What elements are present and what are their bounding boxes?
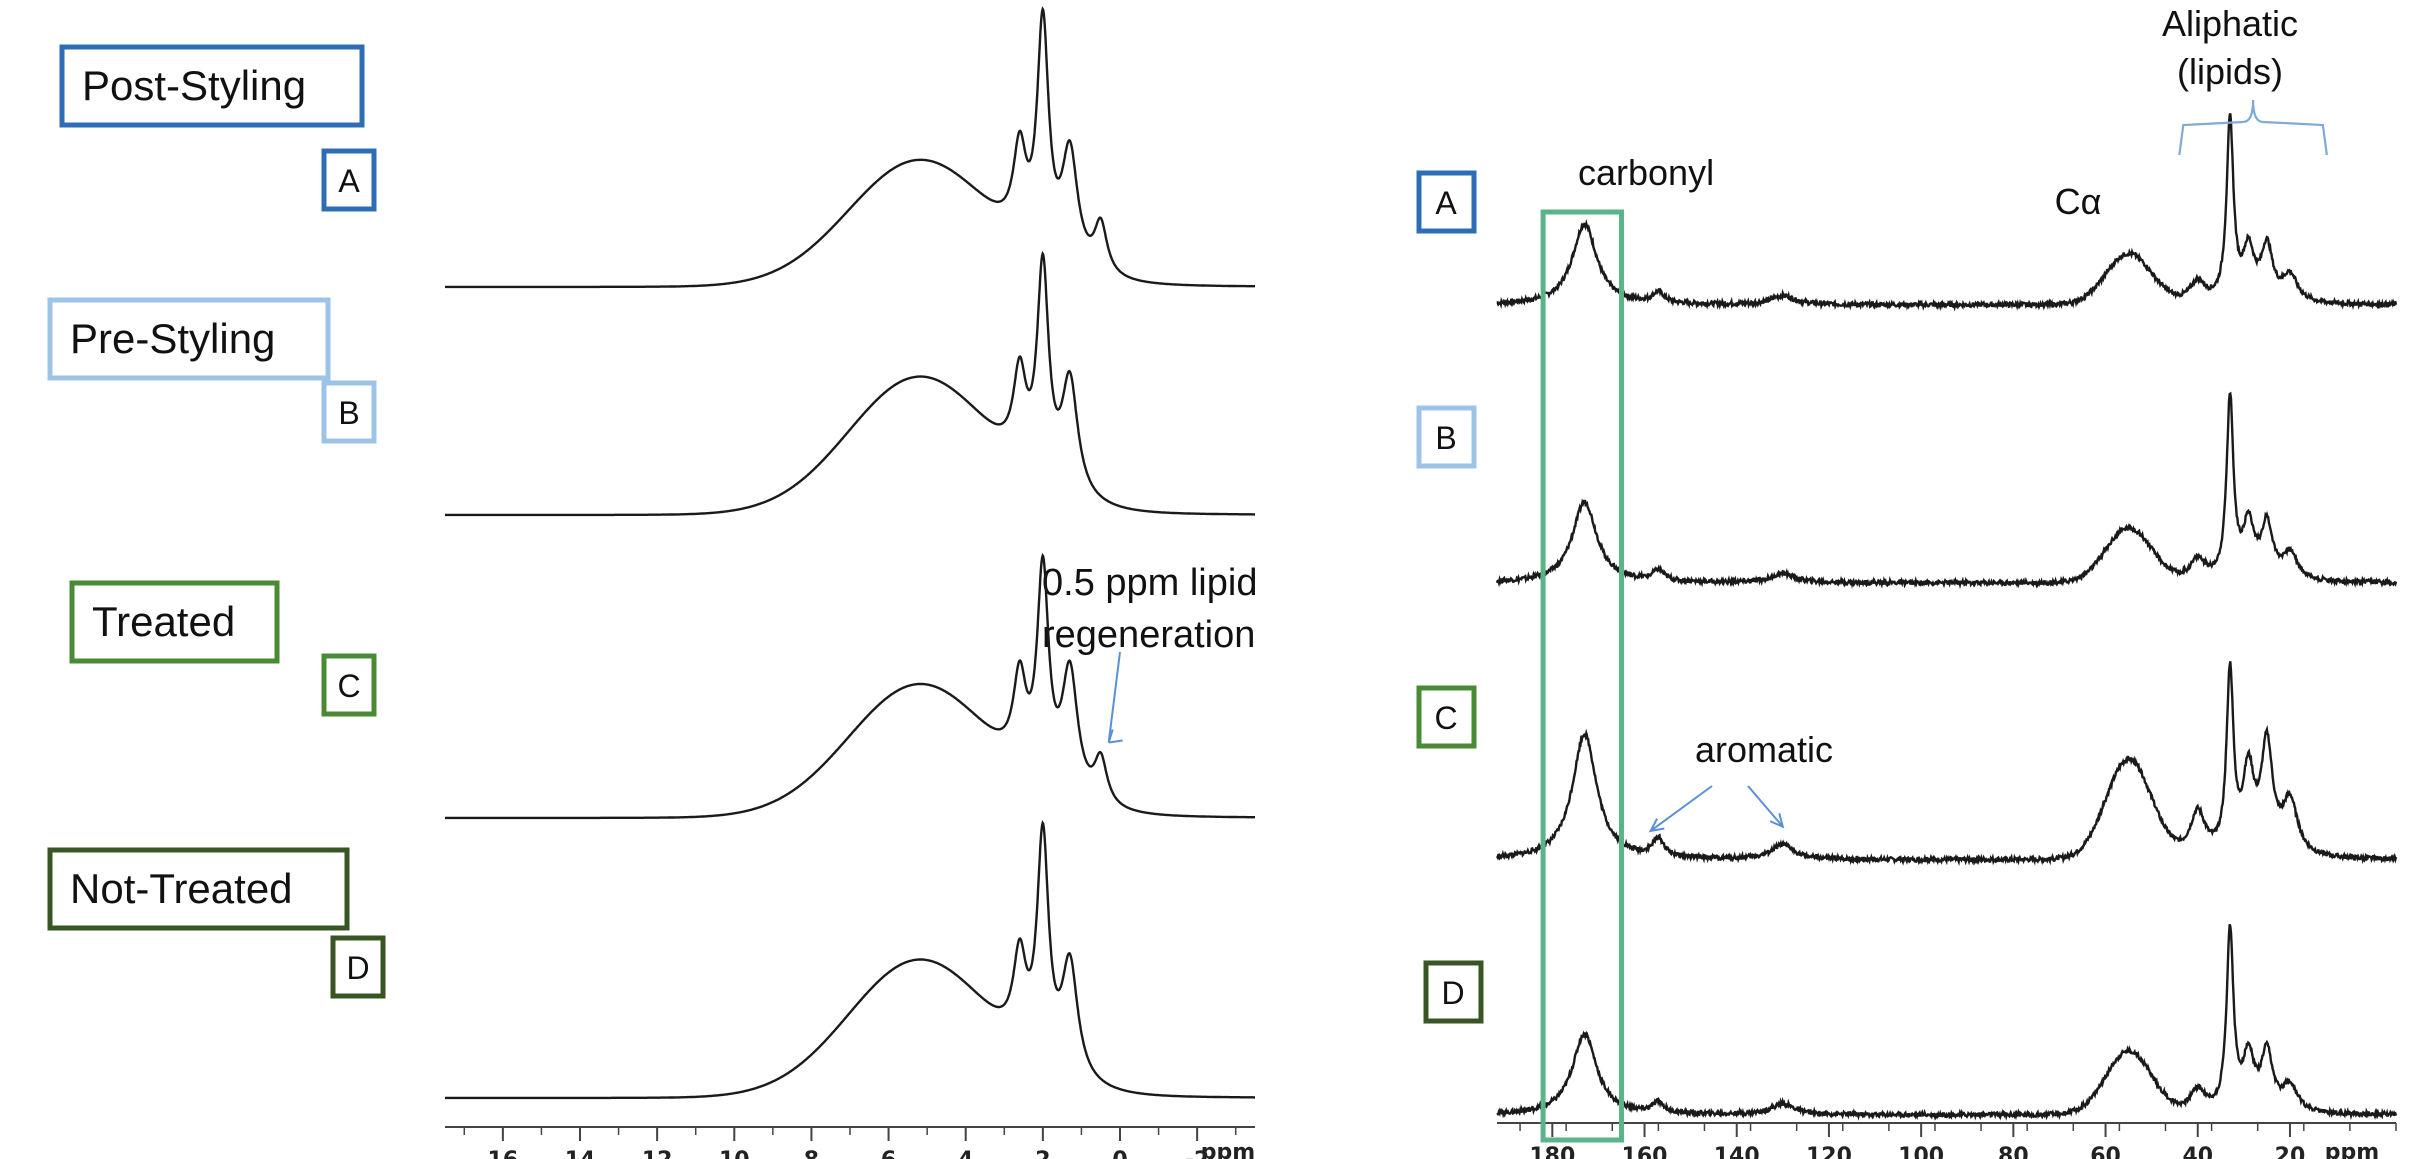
region-label-carbonyl: carbonyl bbox=[1578, 152, 1714, 193]
region-label-aliphatic-line2: (lipids) bbox=[2177, 51, 2283, 92]
x-tick-label-13c: 160 bbox=[1622, 1144, 1668, 1159]
letter-c-right: C bbox=[1434, 700, 1457, 736]
x-tick-label-1h: 12 bbox=[642, 1148, 673, 1159]
letter-box-c-left bbox=[321, 653, 377, 717]
spectrum-trace-1h-d bbox=[445, 820, 1255, 1100]
x-axis-label-left: ppm bbox=[1201, 1140, 1255, 1159]
x-tick-label-1h: 0 bbox=[1112, 1148, 1127, 1159]
legend-box-d bbox=[47, 847, 350, 931]
x-tick-label-13c: 40 bbox=[2182, 1144, 2213, 1159]
letter-d-right: D bbox=[1441, 975, 1464, 1011]
letter-b-left: B bbox=[338, 395, 359, 431]
spectrum-panel-13c: 180 160 140 120 100 80 60 40 20 bbox=[1495, 99, 2398, 1159]
spectrum-panel-1h: 16 14 12 10 8 6 4 2 0 -2 bbox=[445, 6, 1255, 1159]
arrowhead-icon bbox=[1769, 812, 1785, 829]
x-tick-label-13c: 60 bbox=[2090, 1144, 2121, 1159]
x-tick-label-13c: 100 bbox=[1898, 1144, 1944, 1159]
region-label-calpha: Cα bbox=[2055, 181, 2102, 222]
spectrum-trace-1h-a bbox=[445, 6, 1255, 289]
letter-box-a-left bbox=[321, 148, 377, 212]
arrowhead-icon bbox=[1107, 729, 1123, 744]
x-tick-label-1h: 16 bbox=[488, 1148, 519, 1159]
letter-c-left: C bbox=[337, 668, 360, 704]
x-tick-label-1h: -2 bbox=[1185, 1148, 1209, 1159]
region-label-aliphatic-line1: Aliphatic bbox=[2162, 3, 2298, 44]
letter-box-d-left bbox=[330, 935, 386, 999]
arrowhead-icon bbox=[1648, 818, 1665, 833]
spectrum-trace-1h-b bbox=[445, 250, 1255, 517]
legend-post-styling: Post-Styling A bbox=[59, 44, 377, 212]
letter-a-right: A bbox=[1435, 185, 1457, 221]
x-tick-label-13c: 140 bbox=[1714, 1144, 1760, 1159]
letter-box-b-right bbox=[1416, 405, 1477, 469]
legend-label-c: Treated bbox=[92, 598, 235, 645]
legend-pre-styling: Pre-Styling B bbox=[47, 297, 377, 444]
legend-label-b: Pre-Styling bbox=[70, 315, 275, 362]
x-tick-label-13c: 20 bbox=[2275, 1144, 2306, 1159]
x-tick-label-1h: 2 bbox=[1035, 1148, 1050, 1159]
x-tick-label-13c: 180 bbox=[1529, 1144, 1575, 1159]
legend-not-treated: Not-Treated D bbox=[47, 847, 386, 999]
legend-label-d: Not-Treated bbox=[70, 865, 293, 912]
x-tick-label-1h: 10 bbox=[719, 1148, 750, 1159]
region-label-aromatic: aromatic bbox=[1695, 729, 1833, 770]
spectrum-trace-13c-a bbox=[1496, 113, 2398, 312]
letter-box-b-left bbox=[321, 380, 377, 444]
annotation-arrow-lipid bbox=[1107, 651, 1121, 743]
letter-a-left: A bbox=[338, 163, 360, 199]
aromatic-arrow bbox=[1649, 785, 1713, 832]
spectrum-trace-13c-c bbox=[1495, 661, 2398, 867]
letter-d-left: D bbox=[346, 950, 369, 986]
spectrum-trace-13c-b bbox=[1495, 391, 2398, 590]
letter-b-right: B bbox=[1435, 420, 1456, 456]
annotation-lipid-line2: regeneration bbox=[1042, 614, 1255, 656]
x-tick-label-13c: 80 bbox=[1998, 1144, 2029, 1159]
x-axis-label-right: ppm bbox=[2325, 1140, 2379, 1159]
legend-box-b bbox=[47, 297, 331, 381]
aliphatic-brace bbox=[2178, 99, 2328, 156]
legend-label-a: Post-Styling bbox=[82, 62, 306, 109]
legend-box-c bbox=[69, 580, 280, 664]
letter-box-a-right bbox=[1416, 170, 1477, 234]
x-tick-label-1h: 4 bbox=[958, 1148, 973, 1159]
x-tick-label-13c: 120 bbox=[1806, 1144, 1852, 1159]
letter-box-c-right bbox=[1416, 685, 1477, 749]
aromatic-arrow bbox=[1747, 785, 1784, 828]
x-tick-label-1h: 8 bbox=[804, 1148, 819, 1159]
x-tick-label-1h: 14 bbox=[565, 1148, 596, 1159]
legend-treated: Treated C bbox=[69, 580, 377, 717]
spectrum-trace-13c-d bbox=[1496, 923, 2398, 1121]
x-tick-label-1h: 6 bbox=[881, 1148, 896, 1159]
spectrum-trace-1h-c bbox=[445, 552, 1255, 820]
letter-box-d-right bbox=[1423, 960, 1484, 1024]
annotation-lipid-line1: 0.5 ppm lipid bbox=[1042, 562, 1257, 604]
carbonyl-highlight-box bbox=[1540, 209, 1624, 1143]
legend-box-a bbox=[59, 44, 365, 128]
